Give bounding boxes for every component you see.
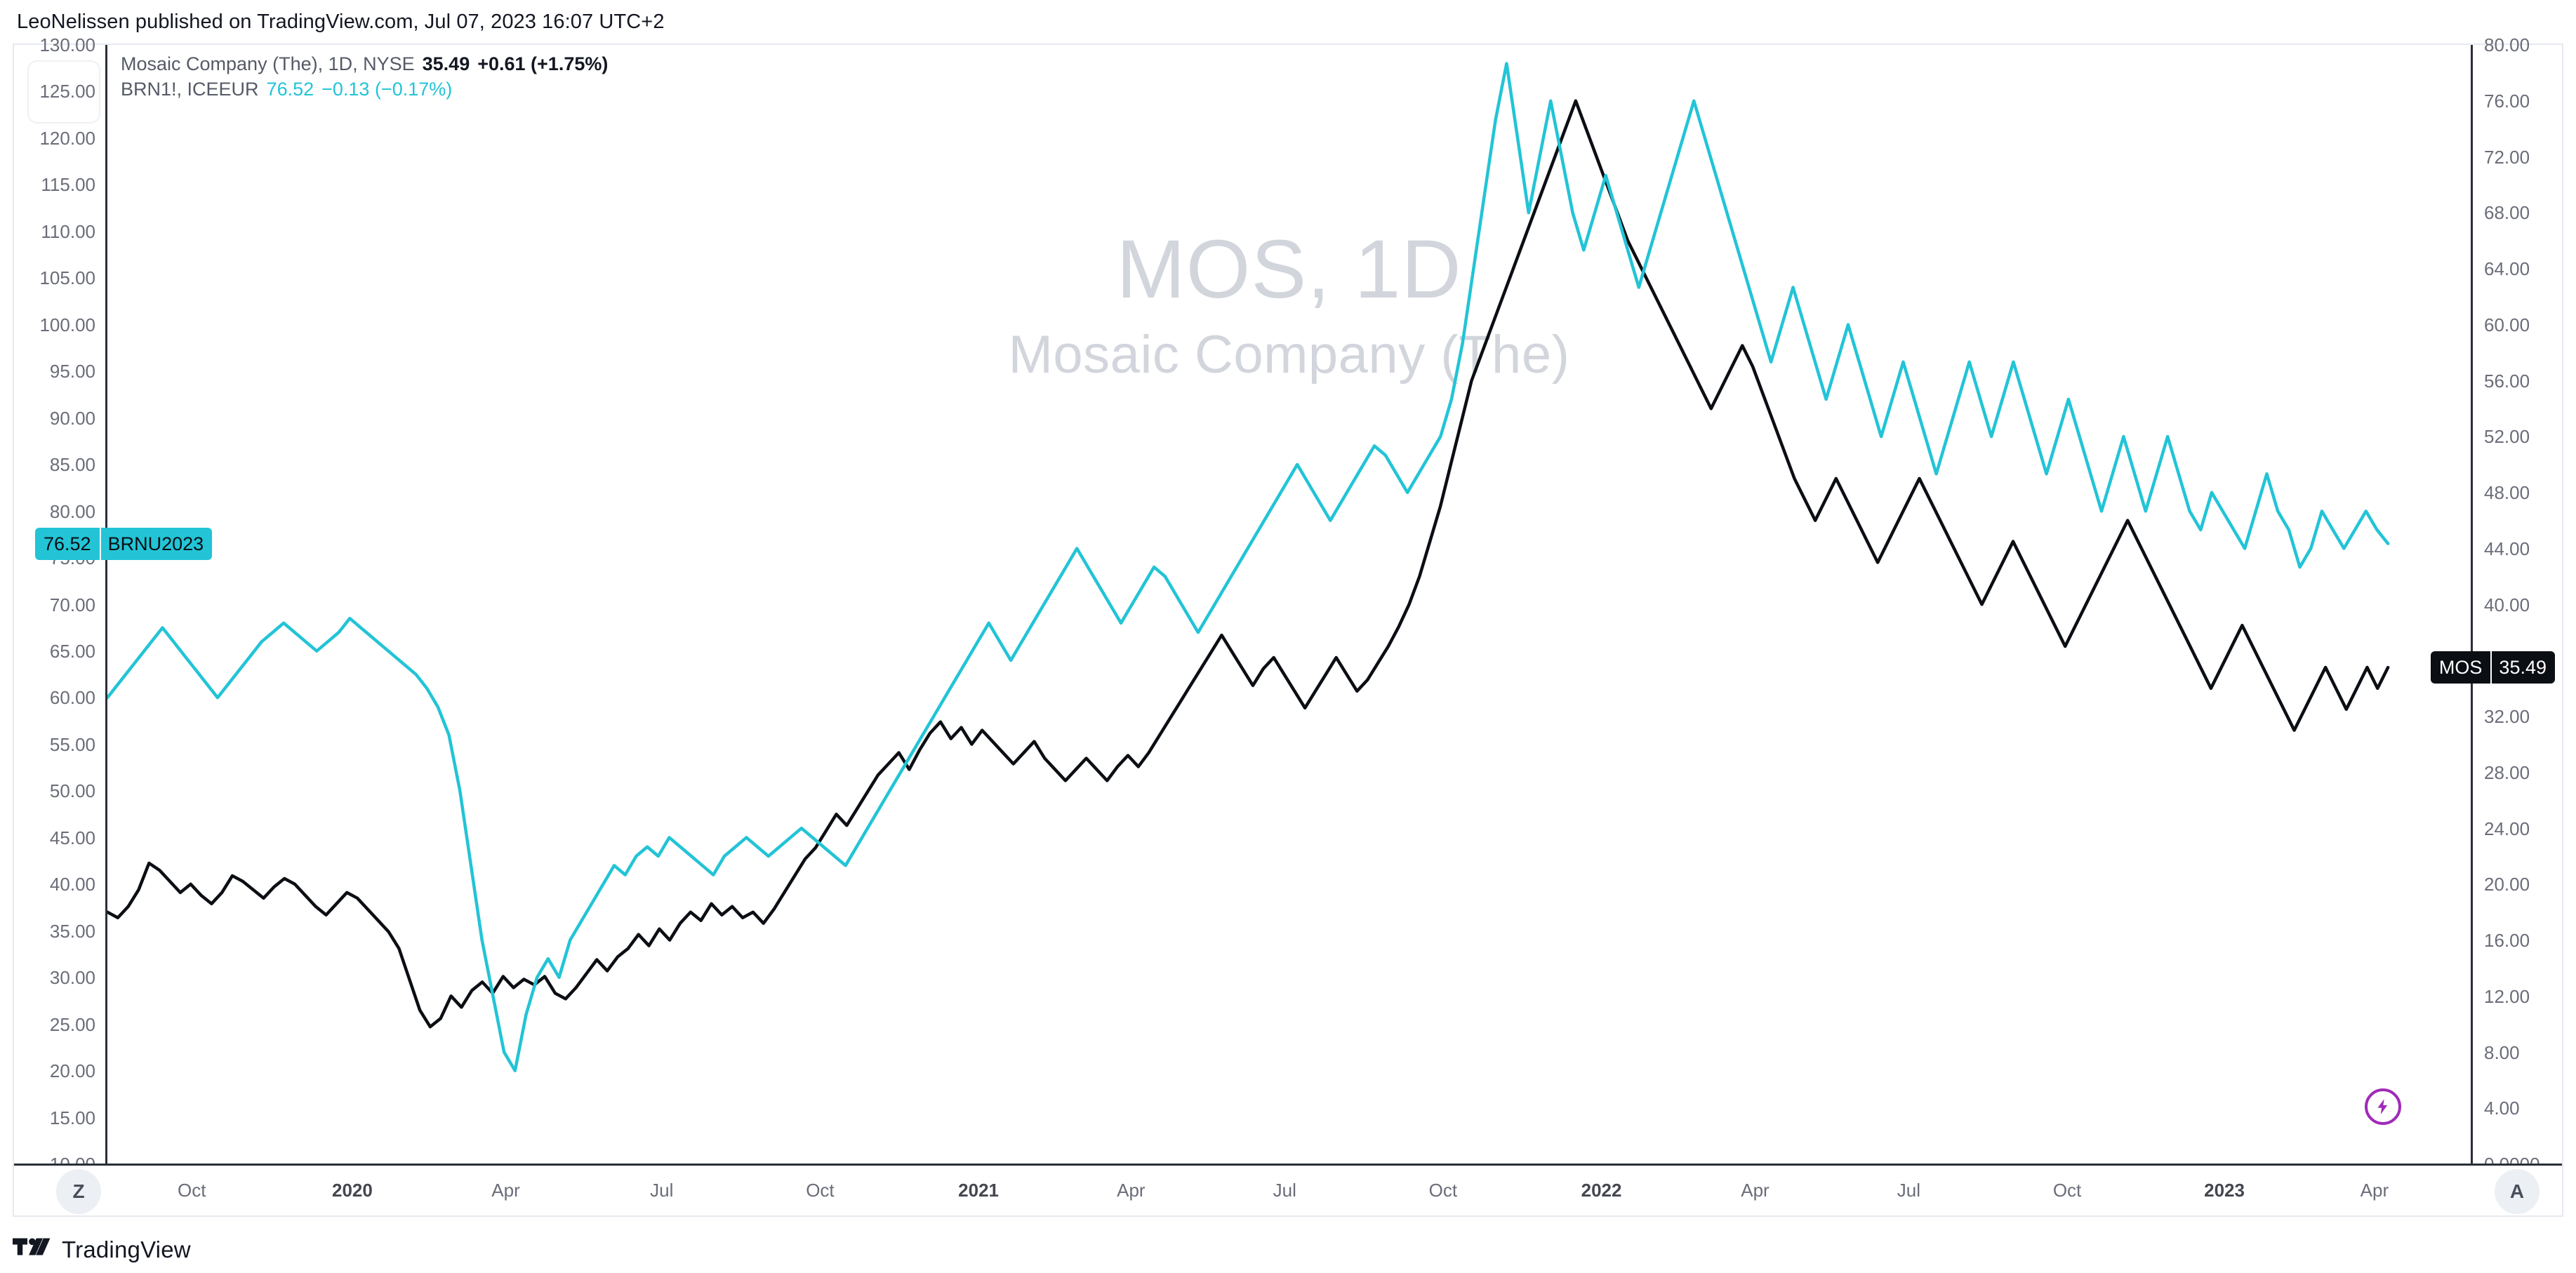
left-axis-tick: 105.00	[39, 267, 95, 289]
right-axis-tick: 8.00	[2484, 1041, 2520, 1063]
left-axis-tick: 85.00	[49, 454, 95, 476]
right-axis-tick: 4.00	[2484, 1098, 2520, 1119]
time-tick-jul: Jul	[1273, 1180, 1296, 1201]
time-tick-oct: Oct	[2052, 1180, 2082, 1201]
time-tick-apr: Apr	[1117, 1180, 1146, 1201]
left-axis-tick: 100.00	[39, 314, 95, 335]
left-axis-tick: 50.00	[49, 780, 95, 802]
time-tick-apr: Apr	[1741, 1180, 1770, 1201]
right-axis-tick: 60.00	[2484, 314, 2530, 335]
left-axis-tick: 70.00	[49, 594, 95, 615]
left-axis-tick: 115.00	[41, 174, 95, 196]
left-axis-tick: 20.00	[49, 1060, 95, 1082]
time-tick-oct: Oct	[806, 1180, 835, 1201]
right-badge-price: 35.49	[2490, 651, 2555, 684]
chart-frame: MOS, 1D Mosaic Company (The) 130.00 125.0…	[13, 36, 2563, 1217]
left-axis-tick: 30.00	[49, 967, 95, 989]
left-axis-tick: 130.00	[39, 34, 95, 55]
right-badge-symbol: MOS	[2438, 657, 2483, 679]
left-axis-tick: 110.00	[41, 220, 95, 242]
left-axis-tick: 125.00	[39, 81, 95, 102]
left-axis-tick: 35.00	[49, 920, 95, 942]
time-tick-apr: Apr	[2360, 1180, 2389, 1201]
right-axis-tick: 20.00	[2484, 874, 2530, 895]
right-axis-tick: 32.00	[2484, 706, 2530, 727]
left-axis-tick: 90.00	[49, 407, 95, 429]
attribution-text: LeoNelissen published on TradingView.com…	[17, 10, 665, 33]
right-axis-tick: 68.00	[2484, 202, 2530, 224]
left-badge-price: 76.52	[44, 533, 91, 554]
legend-row-mos[interactable]: Mosaic Company (The), 1D, NYSE 35.49 +0.…	[121, 52, 608, 77]
right-axis-tick: 12.00	[2484, 985, 2530, 1007]
right-axis-tick: 56.00	[2484, 370, 2530, 392]
right-axis-tick: 80.00	[2484, 34, 2530, 55]
attribution-bar: LeoNelissen published on TradingView.com…	[0, 0, 2576, 44]
time-tick-jul: Jul	[1897, 1180, 1921, 1201]
left-axis-tick: 95.00	[49, 361, 95, 382]
footer-brand[interactable]: TradingView	[13, 1237, 191, 1263]
legend-change-brn: −0.13 (−0.17%)	[321, 78, 453, 100]
right-axis-tick: 72.00	[2484, 146, 2530, 168]
time-scale[interactable]: Oct 2020 Apr Jul Oct 2021 Apr Jul Oct 2022 Apr Jul O…	[14, 1164, 2562, 1215]
tradingview-logo-icon	[13, 1238, 51, 1255]
right-price-badge[interactable]: MOS 35.49	[2430, 651, 2555, 684]
chart-pane[interactable]: MOS, 1D Mosaic Company (The)	[107, 45, 2471, 1164]
right-axis-tick: 44.00	[2484, 538, 2530, 559]
legend-title-brn: BRN1!, ICEEUR	[121, 78, 259, 100]
left-scale-placeholder-box	[27, 60, 100, 124]
left-axis-tick: 15.00	[49, 1107, 95, 1128]
lightning-bolt-icon[interactable]	[2365, 1088, 2402, 1125]
left-axis-tick: 55.00	[49, 733, 95, 755]
time-tick-2021: 2021	[958, 1180, 1000, 1201]
series-line-mos	[107, 101, 2388, 1027]
left-axis-tick: 25.00	[49, 1013, 95, 1035]
left-axis-tick: 120.00	[39, 127, 95, 149]
right-axis-tick: 52.00	[2484, 426, 2530, 448]
right-axis-tick: 16.00	[2484, 930, 2530, 951]
series-line-brnu2023	[107, 64, 2388, 1071]
price-series-plot	[107, 45, 2471, 1164]
legend-row-brn[interactable]: BRN1!, ICEEUR 76.52 −0.13 (−0.17%)	[121, 77, 608, 102]
zoom-reset-label: Z	[72, 1180, 85, 1202]
time-tick-oct: Oct	[1428, 1180, 1458, 1201]
left-price-badge[interactable]: 76.52 BRNU2023	[35, 527, 213, 560]
right-price-scale[interactable]: 80.00 76.00 72.00 68.00 64.00 60.00 56.00 52.00…	[2471, 36, 2562, 1215]
tradingview-wordmark: TradingView	[62, 1237, 191, 1262]
legend-last-brn: 76.52	[266, 78, 314, 100]
time-tick-jul: Jul	[650, 1180, 674, 1201]
legend-last-mos: 35.49	[422, 53, 470, 74]
left-axis-tick: 40.00	[49, 874, 95, 895]
right-axis-tick: 64.00	[2484, 258, 2530, 279]
zoom-reset-button[interactable]: Z	[56, 1169, 101, 1214]
time-tick-apr: Apr	[491, 1180, 520, 1201]
auto-scale-button[interactable]: A	[2495, 1169, 2540, 1214]
time-tick-2022: 2022	[1581, 1180, 1622, 1201]
right-axis-tick: 40.00	[2484, 594, 2530, 615]
time-tick-oct: Oct	[178, 1180, 206, 1201]
right-axis-tick: 24.00	[2484, 818, 2530, 839]
legend-title-mos: Mosaic Company (The), 1D, NYSE	[121, 53, 415, 74]
right-axis-tick: 48.00	[2484, 482, 2530, 503]
auto-scale-label: A	[2509, 1180, 2525, 1202]
legend-change-mos: +0.61 (+1.75%)	[477, 53, 609, 74]
left-badge-symbol: BRNU2023	[100, 528, 213, 560]
left-axis-tick: 60.00	[49, 687, 95, 709]
time-tick-2023: 2023	[2204, 1180, 2245, 1201]
right-axis-tick: 76.00	[2484, 90, 2530, 112]
left-axis-tick: 45.00	[49, 827, 95, 848]
chart-legend: Mosaic Company (The), 1D, NYSE 35.49 +0.…	[121, 52, 608, 102]
time-tick-2020: 2020	[332, 1180, 373, 1201]
left-axis-tick: 80.00	[49, 500, 95, 522]
right-axis-tick: 28.00	[2484, 761, 2530, 783]
left-axis-tick: 65.00	[49, 640, 95, 662]
left-price-scale[interactable]: 130.00 125.00 120.00 115.00 110.00 105.00 100.…	[14, 36, 107, 1215]
